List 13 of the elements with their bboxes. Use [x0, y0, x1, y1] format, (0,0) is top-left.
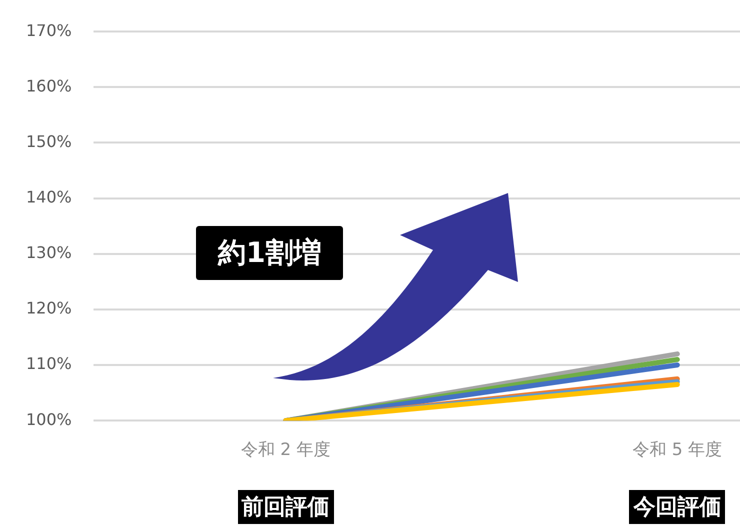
- text: 今回評価: [629, 490, 726, 524]
- text: 前回評価: [238, 490, 334, 524]
- y-tick-label: 160%: [26, 76, 72, 96]
- x-tick-label: 令和 5 年度: [632, 440, 722, 460]
- y-tick-label: 110%: [26, 354, 72, 374]
- y-tick-label: 140%: [26, 187, 72, 206]
- annotation: 約1割増: [196, 226, 344, 280]
- x-tick-label: 令和 2 年度: [240, 440, 330, 460]
- y-tick-label: 170%: [26, 20, 72, 40]
- y-tick-label: 100%: [26, 410, 72, 429]
- y-tick-label: 120%: [26, 298, 72, 318]
- y-tick-label: 130%: [26, 243, 72, 262]
- y-tick-label: 150%: [26, 132, 72, 151]
